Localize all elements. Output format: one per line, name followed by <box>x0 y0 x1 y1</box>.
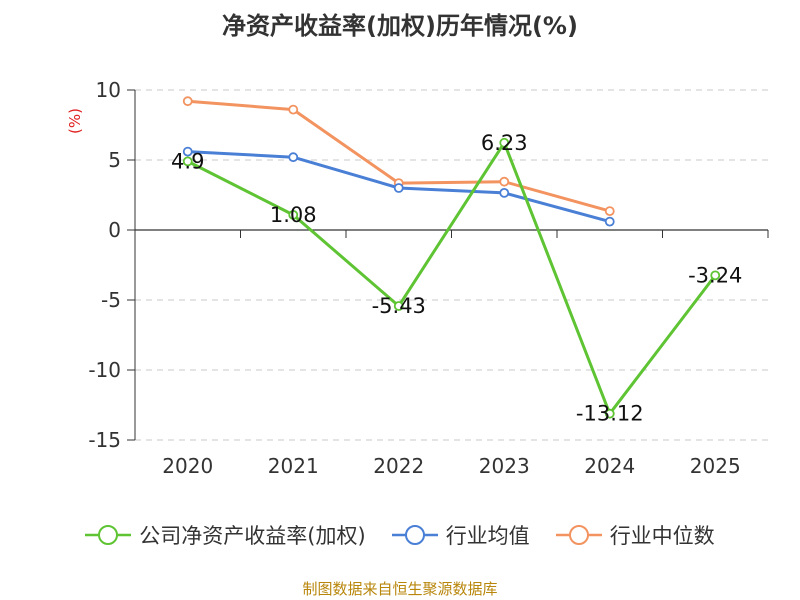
series-line <box>187 141 717 416</box>
x-tick-label: 2021 <box>268 454 319 478</box>
x-tick-label: 2024 <box>584 454 635 478</box>
legend-swatch <box>85 525 132 545</box>
data-point <box>182 156 193 167</box>
gridlines <box>135 89 768 441</box>
legend-item: 公司净资产收益率(加权) <box>85 520 366 550</box>
data-label: -5.43 <box>372 294 426 318</box>
series-points <box>182 96 721 419</box>
data-point <box>499 137 510 148</box>
y-tick-label: -15 <box>88 428 121 452</box>
data-point <box>604 216 615 227</box>
y-tick-label: 5 <box>108 148 121 172</box>
chart-title: 净资产收益率(加权)历年情况(%) <box>222 12 578 40</box>
data-point <box>393 183 404 193</box>
data-point <box>499 176 510 187</box>
y-tick-label: -10 <box>88 358 121 382</box>
x-tick-label: 2023 <box>479 454 530 478</box>
x-tick-label: 2025 <box>690 454 741 478</box>
series-lines <box>187 99 717 416</box>
y-tick-labels: 10 5 0 -5 -10 -15 <box>88 78 121 452</box>
data-point <box>288 104 299 115</box>
legend-swatch <box>555 525 602 545</box>
legend-label: 公司净资产收益率(加权) <box>139 524 366 548</box>
data-point <box>710 270 721 281</box>
y-tick-label: -5 <box>101 288 121 312</box>
axes <box>127 89 769 441</box>
data-point <box>499 187 510 198</box>
data-point <box>288 209 299 220</box>
data-labels: 4.9 1.08 -5.43 6.23 -13.12 -3.24 <box>171 131 742 426</box>
legend: 公司净资产收益率(加权) 行业均值 行业中位数 <box>0 520 800 550</box>
x-tick-label: 2020 <box>162 454 213 478</box>
legend-item: 行业中位数 <box>555 520 715 550</box>
y-tick-label: 0 <box>108 218 121 242</box>
source-footer: 制图数据来自恒生聚源数据库 <box>302 580 498 598</box>
data-label: 6.23 <box>481 131 528 155</box>
data-point <box>604 408 615 419</box>
x-tick-labels: 2020 2021 2022 2023 2024 2025 <box>162 454 740 478</box>
data-label: 1.08 <box>270 203 317 227</box>
data-point <box>604 206 615 217</box>
x-tick-label: 2022 <box>373 454 424 478</box>
legend-label: 行业均值 <box>445 524 530 548</box>
data-point <box>393 301 404 311</box>
legend-label: 行业中位数 <box>609 524 715 548</box>
legend-item: 行业均值 <box>391 520 530 550</box>
data-point <box>182 146 193 157</box>
y-tick-label: 10 <box>96 78 121 102</box>
data-point <box>182 96 193 107</box>
data-point <box>288 152 299 163</box>
data-label: 4.9 <box>171 149 204 173</box>
data-label: -13.12 <box>576 402 644 426</box>
data-label: -3.24 <box>688 263 742 287</box>
legend-swatch <box>391 525 438 545</box>
